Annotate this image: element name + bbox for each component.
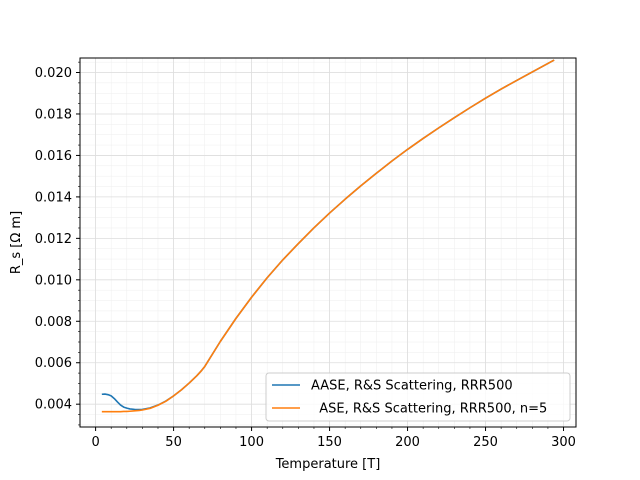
y-axis-label: R_s [Ω m] [9, 211, 24, 274]
x-tick-label: 50 [165, 435, 182, 450]
y-tick-label: 0.018 [35, 107, 72, 122]
y-tick-label: 0.014 [35, 190, 72, 205]
major-grid [80, 58, 576, 427]
x-axis-label: Temperature [T] [275, 457, 381, 472]
plot-frame [79, 57, 577, 428]
legend: AASE, R&S Scattering, RRR500 ASE, R&S Sc… [265, 372, 571, 422]
x-tick-label: 200 [395, 435, 420, 450]
minor-grid [80, 58, 576, 427]
y-tick-label: 0.020 [35, 66, 72, 81]
y-tick-label: 0.016 [35, 149, 72, 164]
y-axis: 0.004 0.006 0.008 0.010 0.012 0.014 0.016 0.018… [35, 61, 80, 426]
legend-label-ase: ASE, R&S Scattering, RRR500, n=5 [311, 402, 547, 417]
y-tick-label: 0.006 [35, 356, 72, 371]
x-tick-label: 150 [317, 435, 342, 450]
y-tick-label: 0.010 [35, 273, 72, 288]
y-tick-label: 0.012 [35, 232, 72, 247]
series-layer [101, 59, 555, 413]
x-tick-label: 250 [473, 435, 498, 450]
series-line-0 [101, 59, 555, 411]
y-tick-label: 0.004 [35, 398, 72, 413]
x-axis: 0 50 100 150 200 250 300 [91, 427, 576, 450]
legend-label-aase: AASE, R&S Scattering, RRR500 [311, 379, 513, 394]
x-tick-label: 100 [239, 435, 264, 450]
legend-box [265, 372, 571, 422]
series-line-1 [101, 59, 555, 413]
x-tick-label: 0 [91, 435, 99, 450]
y-tick-label: 0.008 [35, 315, 72, 330]
x-tick-label: 300 [551, 435, 576, 450]
